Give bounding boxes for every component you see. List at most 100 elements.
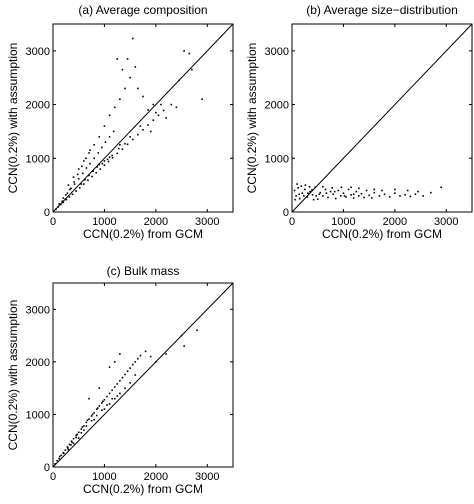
data-point xyxy=(88,152,90,154)
data-point xyxy=(149,355,152,358)
data-point xyxy=(75,436,77,439)
data-point xyxy=(175,106,178,109)
data-point xyxy=(99,168,102,170)
y-axis-label: CCN(0.2%) with assumption xyxy=(6,300,20,451)
data-point xyxy=(406,189,409,192)
data-point xyxy=(340,195,342,197)
data-point xyxy=(355,190,358,193)
data-point xyxy=(131,37,134,40)
data-point xyxy=(296,183,298,185)
data-point xyxy=(345,196,347,198)
data-point xyxy=(124,87,126,90)
data-point xyxy=(124,142,126,145)
data-point xyxy=(294,198,296,201)
data-point xyxy=(58,457,60,460)
data-point xyxy=(67,448,70,451)
data-point xyxy=(77,437,80,439)
data-point xyxy=(88,174,90,177)
data-point xyxy=(75,190,77,192)
data-point xyxy=(304,184,307,186)
data-point xyxy=(92,170,94,172)
data-point xyxy=(58,203,60,205)
data-point xyxy=(83,429,85,431)
x-tick-label: 3000 xyxy=(195,216,219,228)
data-point xyxy=(124,373,126,376)
y-tick-label: 0 xyxy=(283,207,289,219)
data-point xyxy=(101,146,103,149)
data-point xyxy=(76,173,79,176)
data-point xyxy=(350,194,352,196)
data-point xyxy=(113,397,116,400)
data-point xyxy=(308,185,311,188)
data-point xyxy=(121,68,124,71)
data-point xyxy=(322,195,324,197)
data-point xyxy=(55,208,57,210)
data-point xyxy=(71,441,73,444)
data-point xyxy=(93,144,95,146)
data-point xyxy=(68,443,71,446)
data-point xyxy=(101,409,103,412)
data-point xyxy=(98,405,101,407)
data-point xyxy=(180,334,183,337)
data-point xyxy=(318,193,321,196)
y-tick-label: 3000 xyxy=(265,46,289,58)
data-point xyxy=(70,444,72,446)
data-point xyxy=(106,395,108,398)
data-point xyxy=(69,188,71,191)
data-point xyxy=(106,404,108,406)
data-point xyxy=(63,452,65,455)
data-point xyxy=(121,376,124,379)
data-point xyxy=(111,154,113,157)
data-point xyxy=(139,354,142,357)
data-point xyxy=(107,160,110,163)
data-point xyxy=(93,157,95,160)
data-point xyxy=(104,141,107,143)
data-point xyxy=(178,79,180,82)
data-point xyxy=(78,187,81,189)
data-point xyxy=(378,195,381,197)
data-point xyxy=(87,179,89,182)
data-point xyxy=(440,186,442,189)
y-tick-label: 3000 xyxy=(26,304,50,316)
data-point xyxy=(142,129,144,131)
y-tick-label: 1000 xyxy=(26,153,50,165)
data-point xyxy=(422,195,424,197)
data-point xyxy=(126,58,129,60)
data-point xyxy=(113,106,116,109)
data-point xyxy=(89,149,91,152)
data-point xyxy=(332,193,334,196)
data-point xyxy=(417,190,419,193)
data-point xyxy=(388,196,391,198)
data-point xyxy=(304,188,306,191)
data-point xyxy=(119,98,121,100)
y-axis-label: CCN(0.2%) with assumption xyxy=(245,43,259,194)
data-point xyxy=(77,177,80,180)
plot-frame xyxy=(52,23,234,213)
x-tick-label: 3000 xyxy=(195,471,219,483)
chart-title: (a) Average composition xyxy=(78,3,207,17)
data-point xyxy=(96,407,99,409)
data-point xyxy=(394,192,396,194)
data-point xyxy=(103,160,106,162)
data-point xyxy=(83,425,85,427)
data-point xyxy=(116,58,119,60)
data-point xyxy=(103,125,106,127)
data-point xyxy=(352,197,355,199)
data-point xyxy=(342,192,345,194)
data-point xyxy=(121,148,124,150)
data-point xyxy=(85,167,88,169)
data-point xyxy=(322,185,324,188)
data-point xyxy=(131,363,134,366)
data-point xyxy=(129,136,131,138)
data-point xyxy=(414,193,417,196)
data-point xyxy=(64,449,67,451)
data-point xyxy=(352,193,355,196)
data-point xyxy=(73,183,76,185)
data-point xyxy=(97,152,100,154)
chart-title: (b) Average size−distribution xyxy=(306,3,458,17)
data-point xyxy=(157,114,160,117)
data-point xyxy=(297,187,299,189)
data-point xyxy=(80,432,83,434)
data-point xyxy=(404,194,406,196)
data-point xyxy=(80,428,83,430)
